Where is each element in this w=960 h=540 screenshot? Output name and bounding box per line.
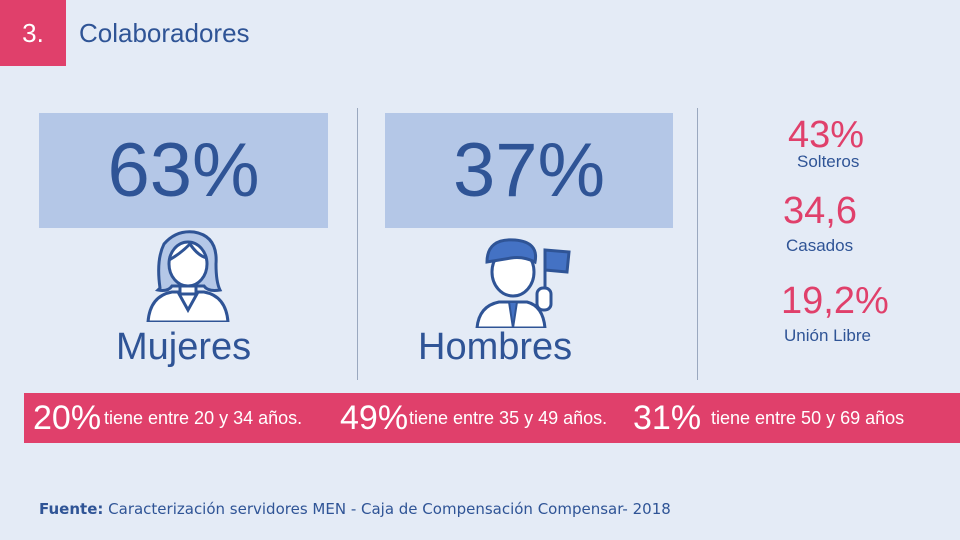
men-label: Hombres <box>418 326 573 368</box>
age-range-1-percent: 20% <box>33 399 102 437</box>
age-range-3-percent: 31% <box>633 399 702 437</box>
age-range-2-text: tiene entre 35 y 49 años. <box>409 408 608 428</box>
section-number-badge: 3. <box>0 0 66 66</box>
women-label: Mujeres <box>116 326 252 368</box>
men-percent-box: 37% <box>385 113 673 228</box>
section-number: 3. <box>22 17 44 48</box>
divider-left <box>357 108 358 380</box>
age-range-1-text: tiene entre 20 y 34 años. <box>104 408 303 428</box>
women-percent: 63% <box>107 128 260 213</box>
man-with-flag-icon <box>475 238 571 328</box>
women-percent-box: 63% <box>39 113 328 228</box>
married-label: Casados <box>786 236 854 255</box>
page-title: Colaboradores <box>79 18 250 48</box>
free-union-label: Unión Libre <box>784 326 871 345</box>
source-label: Fuente: <box>39 500 104 518</box>
men-percent: 37% <box>452 128 606 213</box>
age-ranges-bar: 20% tiene entre 20 y 34 años. 49% tiene … <box>24 393 960 443</box>
source-note: Fuente: Caracterización servidores MEN -… <box>39 500 671 518</box>
source-text: Caracterización servidores MEN - Caja de… <box>108 500 671 518</box>
free-union-percent: 19,2% <box>781 280 889 322</box>
singles-percent: 43% <box>788 114 865 156</box>
age-range-3-text: tiene entre 50 y 69 años <box>711 408 905 428</box>
singles-label: Solteros <box>797 152 860 171</box>
divider-right <box>697 108 698 380</box>
woman-icon <box>146 230 230 322</box>
married-percent: 34,6 <box>783 190 857 232</box>
age-range-2-percent: 49% <box>340 399 409 437</box>
